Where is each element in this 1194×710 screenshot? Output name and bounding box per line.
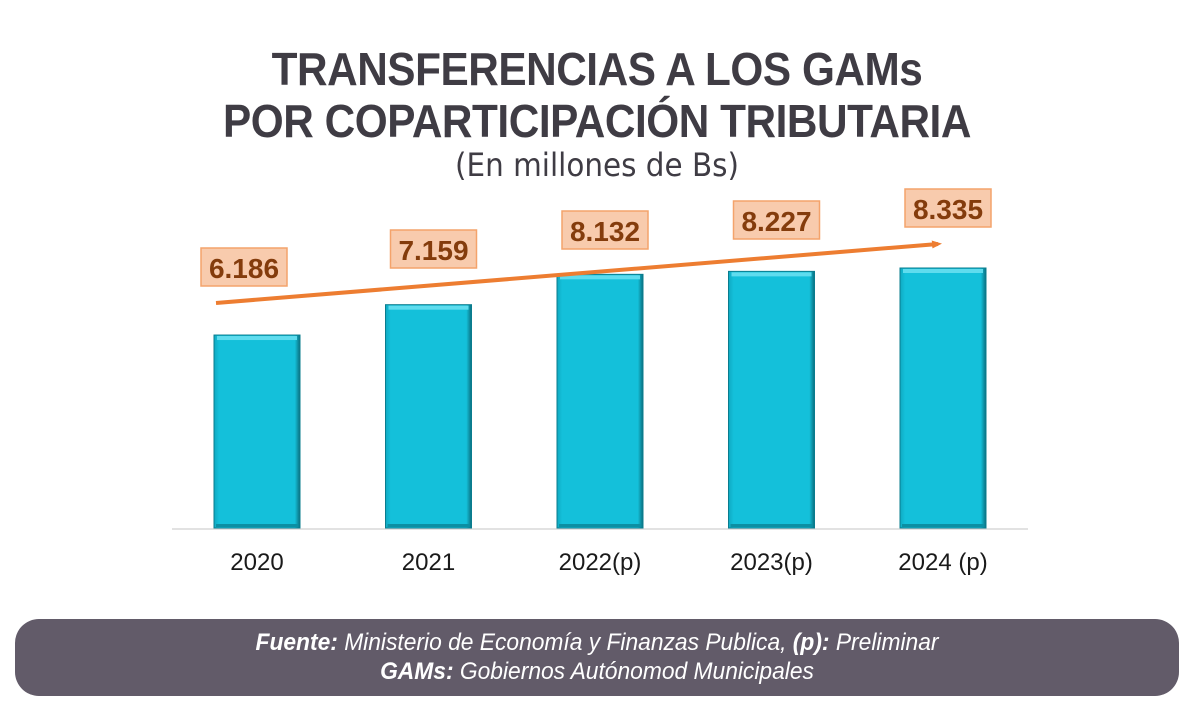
data-label-text: 7.159 — [398, 235, 468, 266]
x-tick-label: 2021 — [402, 549, 455, 576]
bar-bevel-shadow — [902, 524, 984, 527]
bar-2021 — [385, 304, 472, 529]
footer-gams-label: GAMs: — [380, 658, 454, 685]
bar-2024p — [899, 267, 987, 529]
bar-bevel-highlight — [560, 275, 640, 280]
x-tick-label: 2024 (p) — [898, 549, 987, 576]
bar-bevel-highlight — [731, 272, 812, 277]
data-label-text: 6.186 — [209, 253, 279, 284]
data-label-text: 8.335 — [913, 194, 983, 225]
footer-line-source: Fuente: Ministerio de Economía y Finanza… — [44, 628, 1150, 657]
data-label-box — [904, 188, 992, 228]
data-label-box — [732, 200, 821, 240]
bar-bevel-highlight — [217, 336, 297, 341]
footer-preliminary-label: (p): — [792, 629, 830, 656]
data-label-text: 8.132 — [570, 216, 640, 247]
data-label-box — [389, 229, 478, 269]
data-label-2024p: 8.335 — [904, 188, 992, 228]
data-label-2020: 6.186 — [200, 247, 288, 287]
bar-bevel-shadow — [387, 524, 470, 527]
data-label-box — [561, 210, 649, 250]
bar-bevel-shadow — [730, 524, 813, 527]
bar-bevel-shadow — [216, 524, 298, 527]
data-label-text: 8.227 — [741, 206, 811, 237]
bar-2023p — [728, 270, 815, 529]
bar-rect — [728, 270, 815, 529]
chart-title-line2: POR COPARTICIPACIÓN TRIBUTARIA — [223, 95, 971, 147]
x-tick-label: 2022(p) — [559, 549, 642, 576]
footer-source-label: Fuente: — [255, 629, 338, 656]
bar-chart: 6.186 7.159 8.132 8.227 8.335 2020 2021 2022(p… — [172, 188, 1028, 576]
x-tick-label: 2023(p) — [730, 549, 813, 576]
data-label-2023p: 8.227 — [732, 200, 821, 240]
source-footer: Fuente: Ministerio de Economía y Finanza… — [15, 619, 1179, 696]
data-label-2021: 7.159 — [389, 229, 478, 269]
bar-rect — [899, 267, 987, 529]
chart-title-line1: TRANSFERENCIAS A LOS GAMs — [271, 43, 923, 95]
bar-rect — [213, 334, 301, 529]
chart-subtitle: (En millones de Bs) — [455, 146, 739, 184]
bar-bevel-highlight — [388, 305, 469, 310]
data-label-2022p: 8.132 — [561, 210, 649, 250]
bar-2020 — [213, 334, 301, 529]
bar-rect — [556, 273, 644, 529]
trend-arrow — [215, 240, 942, 305]
footer-line-gams: GAMs: Gobiernos Autónomod Municipales — [44, 657, 1150, 686]
bar-2022p — [556, 273, 644, 529]
x-tick-label: 2020 — [230, 549, 283, 576]
bar-bevel-shadow — [559, 524, 641, 527]
footer-preliminary-text: Preliminar — [829, 629, 939, 656]
data-label-box — [200, 247, 288, 287]
footer-gams-text: Gobiernos Autónomod Municipales — [453, 658, 814, 685]
bar-bevel-highlight — [903, 269, 983, 273]
footer-source-text: Ministerio de Economía y Finanzas Public… — [337, 629, 793, 656]
bar-rect — [385, 304, 472, 529]
